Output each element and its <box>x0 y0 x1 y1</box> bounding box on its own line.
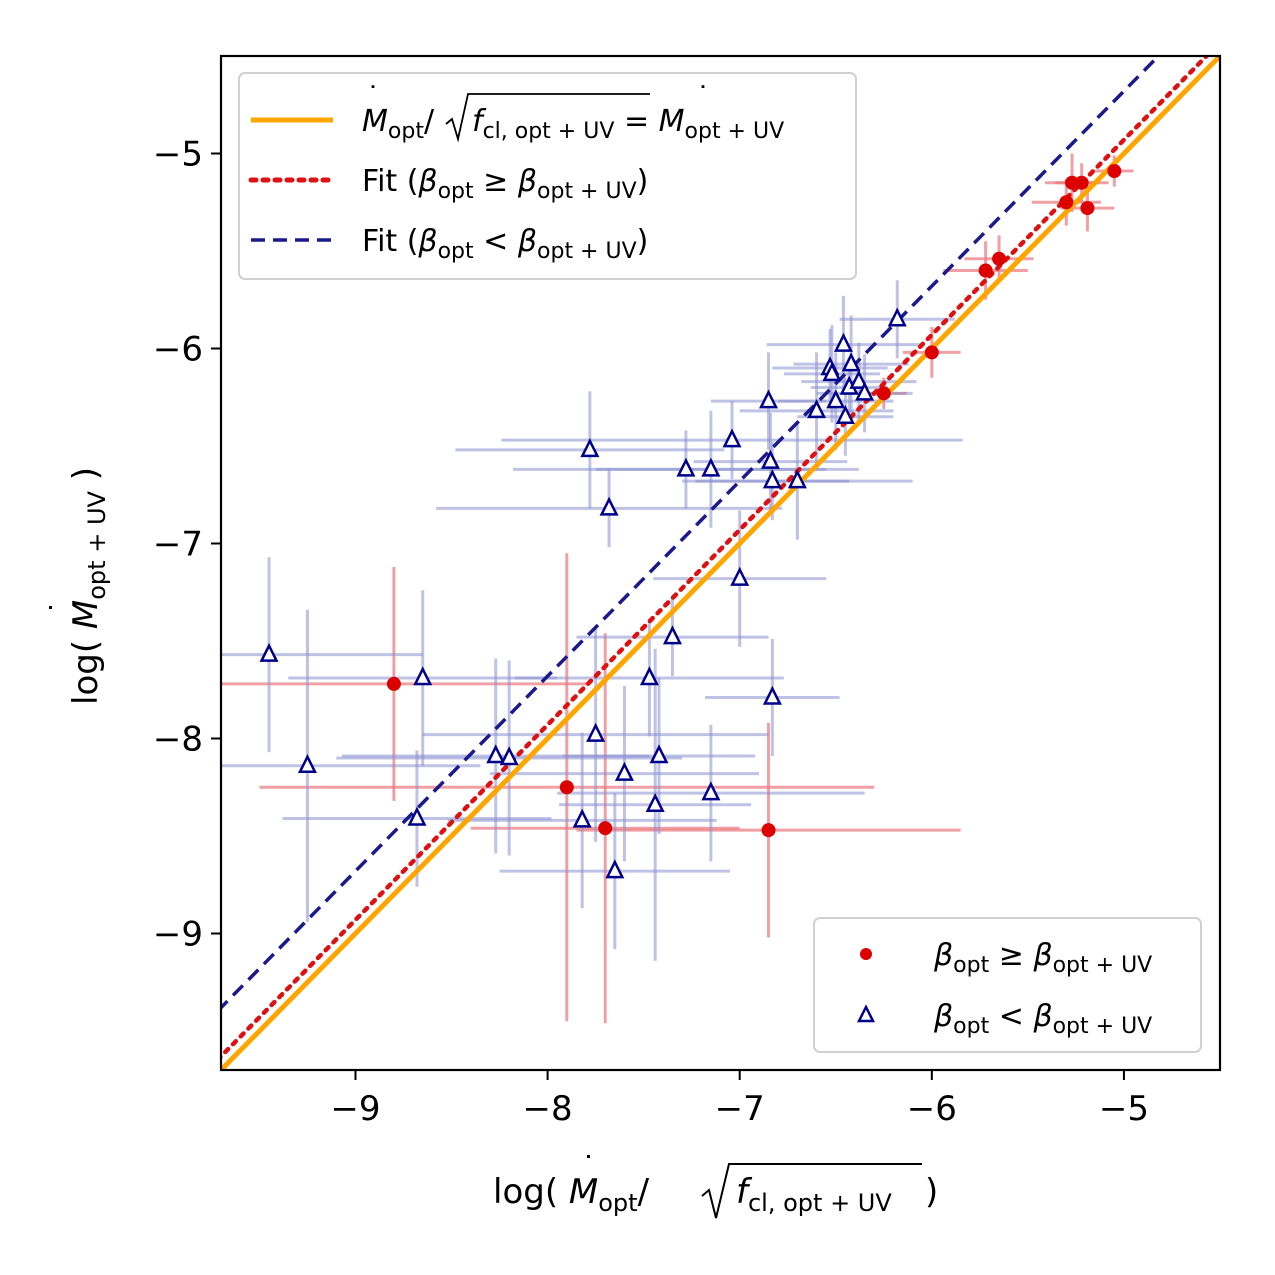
data-point-triangle <box>580 438 600 458</box>
data-point-circle <box>1059 195 1074 210</box>
legend-markers: βopt ≥ βopt + UV βopt < βopt + UV <box>813 917 1202 1053</box>
data-point-triangle <box>259 642 279 662</box>
data-point-triangle <box>887 307 907 327</box>
y-tick-label: −7 <box>153 525 203 565</box>
data-point-triangle <box>849 369 869 389</box>
svg-text:): ) <box>925 1172 938 1212</box>
equality-line <box>221 56 1220 1070</box>
data-markers <box>259 164 1122 879</box>
data-point-triangle <box>722 428 742 448</box>
data-point-circle <box>559 780 574 795</box>
data-point-circle <box>386 676 401 691</box>
svg-text:˙: ˙ <box>696 80 710 113</box>
legend-equality-label: Mopt/ ˙ fcl, opt + UV = Mopt + UV ˙ <box>362 80 784 144</box>
plot-frame <box>219 54 1222 1072</box>
data-point-triangle <box>605 859 625 879</box>
data-point-triangle <box>676 457 696 477</box>
x-tick-label: −9 <box>330 1089 380 1129</box>
x-tick-label: −6 <box>907 1089 957 1129</box>
legend-ge-label: βopt ≥ βopt + UV <box>933 938 1152 978</box>
y-tick-label: −6 <box>153 330 203 370</box>
legend-circle-marker <box>860 948 872 960</box>
data-point-triangle <box>787 469 807 489</box>
data-point-circle <box>876 386 891 401</box>
svg-text:fcl, opt + UV: fcl, opt + UV <box>736 1172 892 1217</box>
data-point-triangle <box>826 389 846 409</box>
data-point-triangle <box>855 381 875 401</box>
svg-text:˙: ˙ <box>366 80 380 113</box>
data-point-triangle <box>662 625 682 645</box>
data-point-circle <box>992 251 1007 266</box>
svg-text:log( Mopt/: log( Mopt/ <box>493 1172 650 1217</box>
x-tick-label: −7 <box>715 1089 765 1129</box>
data-point-triangle <box>822 362 842 382</box>
legend-fit-ge-label: Fit (βopt ≥ βopt + UV) <box>362 164 648 204</box>
legend-lt-label: βopt < βopt + UV <box>933 999 1152 1039</box>
fit-ge-line <box>221 56 1210 1060</box>
y-tick-label: −8 <box>153 720 203 760</box>
svg-text:˙: ˙ <box>581 1151 596 1186</box>
data-point-triangle <box>807 399 827 419</box>
svg-text:Mopt/: Mopt/ <box>362 104 435 144</box>
y-tick-label: −5 <box>153 135 203 175</box>
data-point-circle <box>924 345 939 360</box>
data-point-triangle <box>701 781 721 801</box>
svg-text:˙: ˙ <box>45 600 80 615</box>
data-point-triangle <box>413 666 433 686</box>
legend-triangle-marker <box>856 1004 876 1023</box>
data-point-circle <box>761 823 776 838</box>
data-point-triangle <box>645 793 665 813</box>
data-point-triangle <box>762 469 782 489</box>
fit-lt-line <box>221 56 1161 1011</box>
data-point-triangle <box>486 744 506 764</box>
y-axis-label: log( Mopt + UV ) ˙ <box>45 467 111 705</box>
data-point-triangle <box>833 332 853 352</box>
data-point-circle <box>1080 201 1095 216</box>
data-point-triangle <box>599 496 619 516</box>
reference-lines <box>221 56 1220 1070</box>
data-point-triangle <box>499 746 519 766</box>
x-tick-label: −5 <box>1099 1089 1149 1129</box>
legend-fit-lt-label: Fit (βopt < βopt + UV) <box>362 224 648 264</box>
data-point-triangle <box>639 666 659 686</box>
data-point-triangle <box>649 744 669 764</box>
y-tick-label: −9 <box>153 915 203 955</box>
data-point-triangle <box>407 806 427 826</box>
data-point-circle <box>1107 164 1122 179</box>
svg-text:log( Mopt + UV ): log( Mopt + UV ) <box>66 467 111 705</box>
legend-lines-box <box>238 72 857 280</box>
data-point-triangle <box>841 352 861 372</box>
x-tick-label: −8 <box>523 1089 573 1129</box>
data-point-circle <box>598 821 613 836</box>
x-axis-ticks: −9 −8 −7 −6 −5 <box>330 1070 1149 1129</box>
data-point-triangle <box>730 566 750 586</box>
data-point-circle <box>978 263 993 278</box>
legend-markers-box <box>813 917 1202 1053</box>
data-point-triangle <box>701 457 721 477</box>
data-point-triangle <box>835 404 855 424</box>
data-point-triangle <box>572 808 592 828</box>
data-point-triangle <box>762 685 782 705</box>
legend-lines: Mopt/ ˙ fcl, opt + UV = Mopt + UV ˙ Fit … <box>238 72 857 280</box>
data-point-triangle <box>614 761 634 781</box>
data-point-triangle <box>297 754 317 774</box>
data-point-circle <box>1074 175 1089 190</box>
svg-text:fcl, opt + UV = Mopt + UV: fcl, opt + UV = Mopt + UV <box>472 104 784 144</box>
data-point-circle <box>1065 175 1080 190</box>
data-point-triangle <box>586 722 606 742</box>
y-axis-ticks: −9 −8 −7 −6 −5 <box>153 135 221 955</box>
data-point-triangle <box>760 449 780 469</box>
x-axis-label: log( Mopt/ ˙ fcl, opt + UV ) <box>493 1151 938 1219</box>
data-point-triangle <box>759 389 779 409</box>
